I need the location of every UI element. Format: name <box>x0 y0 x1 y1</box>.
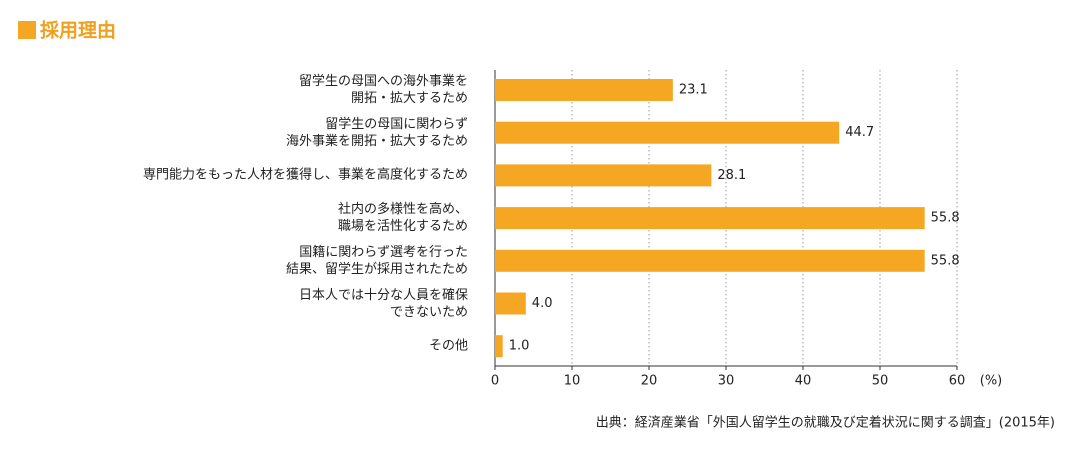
category-label: 国籍に関わらず選考を行った 結果、留学生が採用されたため <box>285 244 468 277</box>
category-label: 留学生の母国に関わらず 海外事業を開拓・拡大するため <box>285 116 468 149</box>
bar <box>495 79 673 101</box>
x-tick-label: 10 <box>564 374 581 389</box>
x-tick-label: 20 <box>641 374 658 389</box>
value-label: 1.0 <box>509 339 530 354</box>
value-label: 55.8 <box>931 253 960 268</box>
value-label: 23.1 <box>679 83 708 98</box>
category-label: 日本人では十分な人員を確保 できないため <box>298 287 468 320</box>
chart-title: 採用理由 <box>40 19 116 42</box>
title-square <box>18 21 36 39</box>
x-tick-label: 0 <box>491 374 499 389</box>
x-tick-label: 50 <box>872 374 889 389</box>
value-label: 4.0 <box>532 296 553 311</box>
bar <box>495 207 925 230</box>
category-label: 専門能力をもった人材を獲得し、事業を高度化するため <box>142 167 468 183</box>
bar <box>495 164 712 187</box>
bar <box>495 249 925 272</box>
value-label: 55.8 <box>931 211 960 226</box>
x-tick-label: 60 <box>949 374 966 389</box>
bar <box>495 121 840 144</box>
x-tick-label: 30 <box>718 374 735 389</box>
bar <box>495 335 503 358</box>
value-label: 44.7 <box>845 125 874 140</box>
category-label: 留学生の母国への海外事業を 開拓・拡大するため <box>298 74 468 106</box>
x-axis-label: (%) <box>980 374 1003 389</box>
x-tick-label: 40 <box>795 374 812 389</box>
category-label: 社内の多様性を高め、 職場を活性化するため <box>337 202 468 235</box>
value-label: 28.1 <box>717 168 746 183</box>
source-note: 出典：経済産業省「外国人留学生の就職及び定着状況に関する調査」(2015年) <box>596 415 1055 431</box>
bar <box>495 292 526 315</box>
category-label: その他 <box>428 338 468 354</box>
